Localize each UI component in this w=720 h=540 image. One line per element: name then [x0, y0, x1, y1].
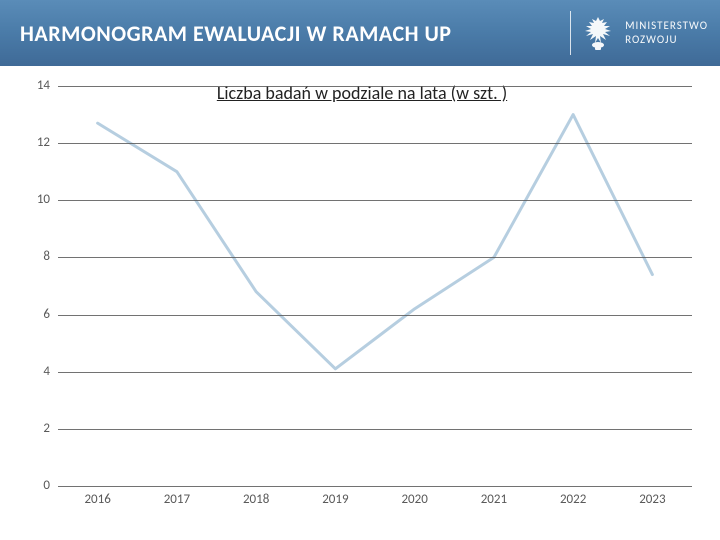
x-axis-label: 2019: [310, 492, 360, 507]
x-axis-label: 2023: [627, 492, 677, 507]
gridline: [58, 143, 692, 144]
ministry-line2: ROZWOJU: [625, 33, 708, 47]
y-axis-label: 2: [24, 421, 50, 436]
y-axis-label: 0: [24, 478, 50, 493]
gridline: [58, 315, 692, 316]
gridline: [58, 429, 692, 430]
gridline: [58, 86, 692, 87]
header-brand: MINISTERSTWO ROZWOJU: [570, 0, 708, 66]
header-divider: [570, 11, 571, 55]
x-axis-label: 2018: [231, 492, 281, 507]
ministry-label: MINISTERSTWO ROZWOJU: [625, 19, 708, 47]
y-axis-label: 14: [24, 78, 50, 93]
x-axis-label: 2020: [390, 492, 440, 507]
series-line: [98, 115, 653, 369]
ministry-line1: MINISTERSTWO: [625, 19, 708, 33]
gridline: [58, 200, 692, 201]
x-axis-label: 2021: [469, 492, 519, 507]
header-bar: HARMONOGRAM EWALUACJI W RAMACH UP MINIST…: [0, 0, 720, 66]
chart-area: Liczba badań w podziale na lata (w szt. …: [0, 66, 720, 540]
x-axis-label: 2017: [152, 492, 202, 507]
y-axis-label: 12: [24, 135, 50, 150]
x-axis-label: 2022: [548, 492, 598, 507]
y-axis-label: 8: [24, 249, 50, 264]
gridline: [58, 257, 692, 258]
page-title: HARMONOGRAM EWALUACJI W RAMACH UP: [20, 20, 452, 47]
gridline: [58, 486, 692, 487]
y-axis-label: 10: [24, 192, 50, 207]
eagle-icon: [581, 14, 615, 52]
x-axis-label: 2016: [73, 492, 123, 507]
plot-area: [58, 86, 692, 486]
y-axis-label: 4: [24, 364, 50, 379]
y-axis-label: 6: [24, 307, 50, 322]
line-series: [58, 86, 692, 486]
gridline: [58, 372, 692, 373]
